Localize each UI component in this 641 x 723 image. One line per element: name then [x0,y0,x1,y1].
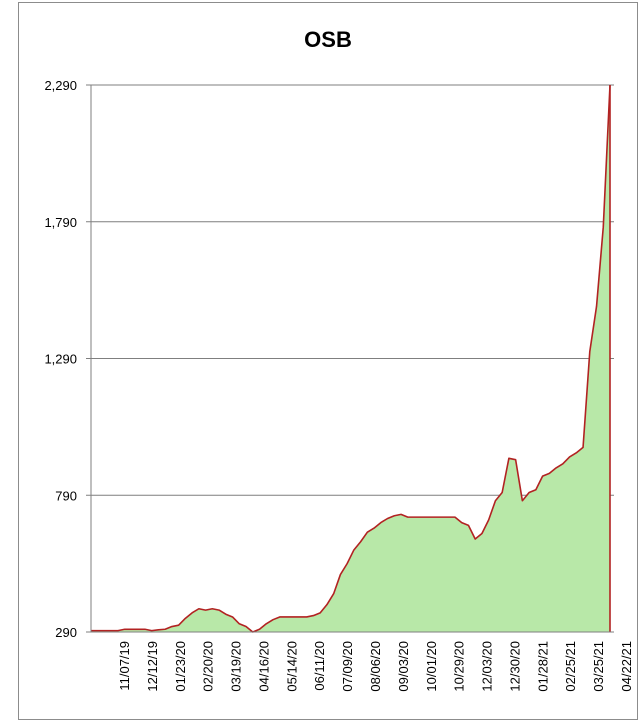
x-tick-label: 07/09/20 [340,641,355,692]
x-tick-label: 04/22/21 [619,641,634,692]
x-tick-label: 06/11/20 [312,641,327,691]
y-tick-label: 290 [55,625,77,640]
y-tick-label: 1,290 [44,352,77,367]
x-tick-label: 03/19/20 [229,641,244,692]
x-tick-label: 12/03/20 [480,641,495,692]
x-tick-label: 04/16/20 [256,641,271,692]
x-tick-label: 01/28/21 [535,641,550,692]
chart-title: OSB [304,27,352,52]
x-tick-label: 12/30/20 [507,641,522,692]
x-tick-label: 10/01/20 [424,641,439,692]
x-tick-label: 02/25/21 [563,641,578,692]
y-tick-label: 2,290 [44,78,77,93]
x-tick-label: 01/23/20 [173,641,188,692]
area-fill [91,85,610,632]
x-tick-label: 12/12/19 [145,641,160,692]
series-line [91,84,611,633]
x-tick-label: 11/07/19 [117,641,132,691]
area-layer [91,84,611,633]
x-tick-label: 03/25/21 [591,641,606,692]
x-tick-labels: 11/07/19 12/12/19 01/23/20 02/20/20 03/19/20… [117,641,634,692]
x-tick-label: 09/03/20 [396,641,411,692]
y-tick-label: 790 [55,488,77,503]
y-tick-label: 1,790 [44,215,77,230]
x-tick-label: 10/29/20 [452,641,467,692]
axis-layer [86,84,614,633]
x-tick-label: 05/14/20 [284,641,299,692]
x-tick-label: 02/20/20 [201,641,216,692]
y-tick-labels: 290 790 1,290 1,790 2,290 [44,78,77,640]
x-tick-label: 08/06/20 [368,641,383,692]
